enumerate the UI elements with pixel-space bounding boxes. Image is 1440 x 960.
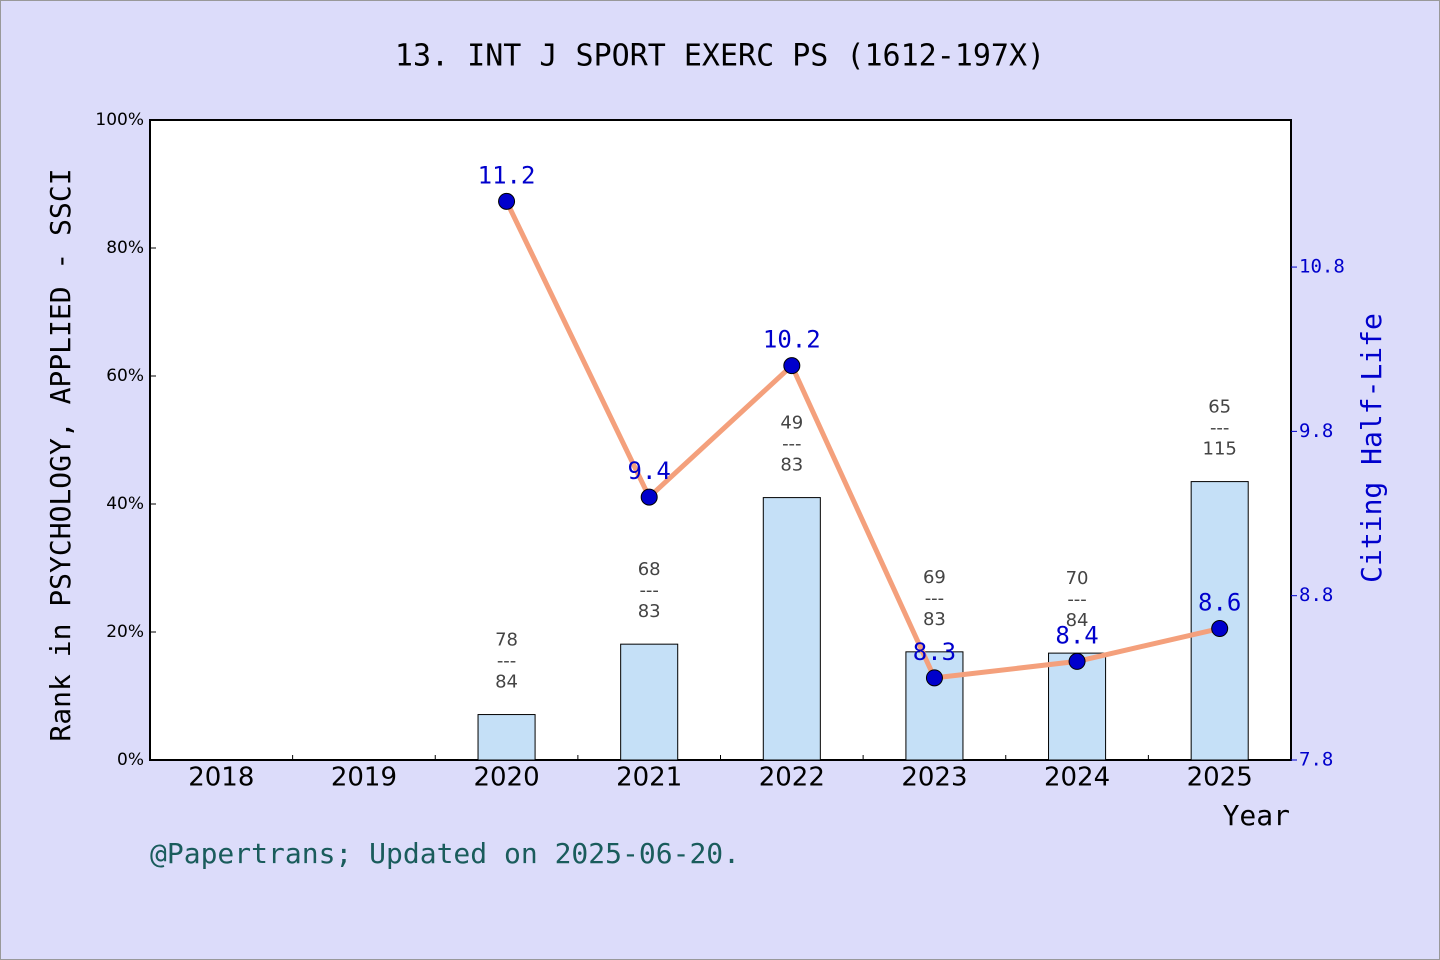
total-label: 84 <box>1066 610 1089 631</box>
y2-tick-label: 8.8 <box>1299 584 1333 606</box>
point <box>1068 652 1086 670</box>
line <box>504 200 1221 681</box>
bar <box>762 497 821 761</box>
bar <box>620 643 679 761</box>
y-axis-title: Rank in PSYCHOLOGY, APPLIED - SSCI <box>44 168 77 741</box>
point <box>783 357 801 375</box>
x-tick-label: 2018 <box>188 763 254 793</box>
y-tick-label: 40% <box>106 494 144 514</box>
rank-separator: --- <box>639 580 659 601</box>
x-tick-label: 2025 <box>1187 763 1253 793</box>
y2-axis-title: Citing Half-Life <box>1355 313 1388 583</box>
point <box>1211 620 1229 638</box>
y-tick-label: 0% <box>117 750 144 770</box>
total-label: 83 <box>780 455 803 476</box>
point-label: 10.2 <box>763 326 821 354</box>
total-label: 84 <box>495 672 518 693</box>
y-tick-label: 100% <box>95 110 144 130</box>
rank-separator: --- <box>1210 418 1230 439</box>
y-tick-label: 60% <box>106 366 144 386</box>
point-label: 9.4 <box>628 457 671 485</box>
y2-tick-label: 10.8 <box>1299 256 1345 278</box>
y-tick-label: 20% <box>106 622 144 642</box>
total-label: 83 <box>923 609 946 630</box>
x-axis-title: Year <box>1223 799 1290 832</box>
point <box>925 669 943 687</box>
x-tick-label: 2022 <box>759 763 825 793</box>
x-tick-label: 2019 <box>331 763 397 793</box>
rank-separator: --- <box>1067 589 1087 610</box>
bar <box>477 714 536 761</box>
rank-separator: --- <box>782 434 802 455</box>
x-tick-label: 2021 <box>616 763 682 793</box>
rank-label: 65 <box>1208 397 1231 418</box>
rank-label: 70 <box>1066 568 1089 589</box>
y2-tick-label: 9.8 <box>1299 420 1333 442</box>
point <box>640 488 658 506</box>
point-label: 8.4 <box>1055 621 1098 649</box>
rank-separator: --- <box>925 588 945 609</box>
total-label: 83 <box>638 601 661 622</box>
rank-label: 69 <box>923 567 946 588</box>
bar <box>905 651 964 761</box>
y2-tick-label: 7.8 <box>1299 749 1333 771</box>
rank-label: 78 <box>495 630 518 651</box>
x-tick-label: 2020 <box>473 763 539 793</box>
x-tick-label: 2024 <box>1044 763 1110 793</box>
y-tick-label: 80% <box>106 238 144 258</box>
footer: @Papertrans; Updated on 2025-06-20. <box>150 837 740 870</box>
rank-separator: --- <box>497 651 517 672</box>
rank-label: 49 <box>780 413 803 434</box>
bar <box>1048 652 1107 761</box>
x-tick-label: 2023 <box>901 763 967 793</box>
chart-title: 13. INT J SPORT EXERC PS (1612-197X) <box>395 39 1045 74</box>
point-label: 11.2 <box>478 161 536 189</box>
plot-area <box>149 119 1292 761</box>
point-label: 8.3 <box>913 638 956 666</box>
point <box>498 192 516 210</box>
point-label: 8.6 <box>1198 589 1241 617</box>
rank-label: 68 <box>638 559 661 580</box>
total-label: 115 <box>1203 439 1237 460</box>
